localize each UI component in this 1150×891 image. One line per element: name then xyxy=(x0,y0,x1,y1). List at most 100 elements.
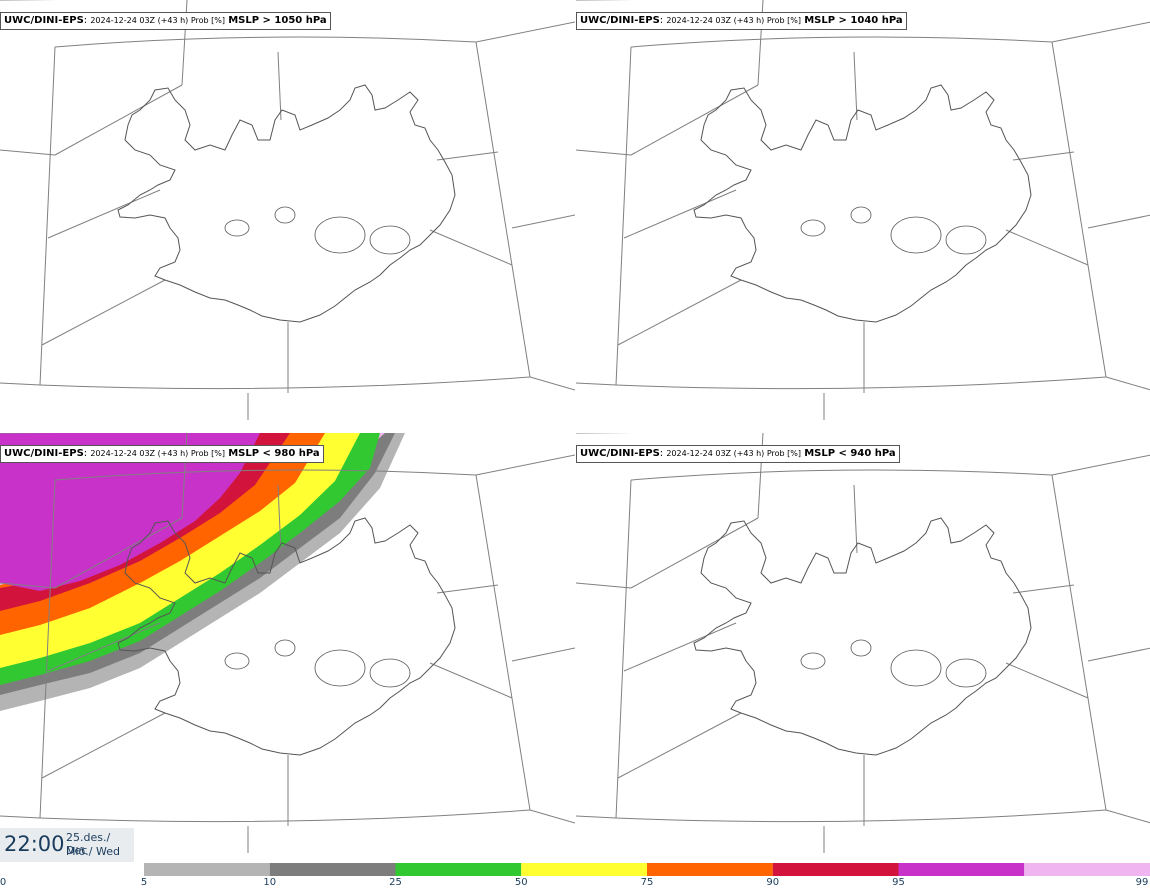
colorbar-tick-label: 90 xyxy=(766,877,780,888)
colorbar-tick-label: 95 xyxy=(892,877,905,888)
valid-weekday: Mið./ Wed xyxy=(66,845,120,858)
threshold-label: MSLP < 940 hPa xyxy=(804,448,896,459)
coastline xyxy=(117,84,456,323)
grid-line xyxy=(1005,662,1089,699)
grid-line xyxy=(617,279,742,346)
lat-lon-grid xyxy=(576,0,1150,420)
colorbar-segment xyxy=(395,863,522,876)
lakes-glaciers xyxy=(800,639,987,688)
grid-line xyxy=(623,622,737,672)
colorbar-tick-label: 5 xyxy=(140,877,148,888)
grid-line xyxy=(1105,376,1150,391)
valid-date: 25.des./ Dec xyxy=(66,831,111,857)
grid-line xyxy=(511,214,575,229)
grid-line xyxy=(630,517,759,589)
grid-line xyxy=(1105,809,1150,824)
grid-line xyxy=(615,46,632,386)
grid-line xyxy=(511,647,575,662)
grid-line xyxy=(429,229,513,266)
map-canvas xyxy=(576,433,1150,853)
colorbar-segment xyxy=(1024,863,1150,876)
grid-line xyxy=(1005,229,1089,266)
model-name: UWC/DINI-EPS xyxy=(580,15,660,26)
grid-line xyxy=(0,582,56,589)
grid-line xyxy=(54,517,183,589)
grid-line xyxy=(630,84,759,156)
glacier-outline xyxy=(369,225,411,255)
colorbar-tick-label: 0 xyxy=(0,877,7,888)
lakes-glaciers xyxy=(224,206,411,255)
grid-line xyxy=(54,469,477,481)
threshold-label: MSLP > 1040 hPa xyxy=(804,15,903,26)
colorbar-tick-label: 99 xyxy=(1135,877,1149,888)
valid-time-box: 22:00 25.des./ Dec Mið./ Wed xyxy=(0,828,134,862)
glacier-outline xyxy=(850,206,872,224)
colorbar-segment xyxy=(269,863,396,876)
grid-line xyxy=(1087,647,1150,662)
glacier-outline xyxy=(890,649,942,687)
grid-line xyxy=(475,41,531,378)
lat-lon-grid xyxy=(0,433,575,853)
grid-line xyxy=(1051,474,1107,811)
run-info: 2024-12-24 03Z (+43 h) Prob [%] xyxy=(90,16,226,25)
glacier-outline xyxy=(224,652,250,670)
grid-line xyxy=(576,149,632,156)
glacier-outline xyxy=(274,206,296,224)
grid-line xyxy=(436,584,499,594)
lakes-glaciers xyxy=(800,206,987,255)
colorbar-segment xyxy=(772,863,899,876)
grid-line xyxy=(615,479,632,819)
coastline xyxy=(117,517,456,756)
lat-lon-grid xyxy=(0,0,575,420)
probability-band xyxy=(0,433,260,591)
glacier-outline xyxy=(890,216,942,254)
grid-line xyxy=(576,382,617,386)
grid-line xyxy=(576,815,617,819)
grid-line xyxy=(1012,584,1075,594)
colorbar-segment xyxy=(144,863,270,876)
grid-line xyxy=(1051,21,1150,43)
grid-line xyxy=(41,279,166,346)
glacier-outline xyxy=(800,219,826,237)
grid-line xyxy=(39,46,56,386)
glacier-outline xyxy=(314,216,366,254)
grid-line xyxy=(529,376,575,391)
grid-line xyxy=(630,469,1053,481)
grid-line xyxy=(39,376,531,390)
run-info: 2024-12-24 03Z (+43 h) Prob [%] xyxy=(666,16,802,25)
probability-field xyxy=(0,433,405,711)
map-canvas xyxy=(0,0,575,420)
lakes-glaciers xyxy=(224,639,411,688)
panel-title: UWC/DINI-EPS: 2024-12-24 03Z (+43 h) Pro… xyxy=(576,12,907,30)
panel-title: UWC/DINI-EPS: 2024-12-24 03Z (+43 h) Pro… xyxy=(0,445,324,463)
map-canvas xyxy=(0,433,575,853)
colorbar-tick-label: 25 xyxy=(389,877,402,888)
model-name: UWC/DINI-EPS xyxy=(4,448,84,459)
grid-line xyxy=(277,51,282,121)
grid-line xyxy=(617,712,742,779)
colorbar-tick-label: 75 xyxy=(640,877,654,888)
glacier-outline xyxy=(224,219,250,237)
threshold-label: MSLP < 980 hPa xyxy=(228,448,320,459)
map-panel-2: UWC/DINI-EPS: 2024-12-24 03Z (+43 h) Pro… xyxy=(576,0,1150,430)
grid-line xyxy=(41,712,166,779)
glacier-outline xyxy=(945,225,987,255)
map-canvas xyxy=(576,0,1150,420)
glacier-outline xyxy=(945,658,987,688)
grid-line xyxy=(615,376,1107,390)
grid-line xyxy=(576,582,632,589)
coastline xyxy=(693,84,1032,323)
map-panel-4: UWC/DINI-EPS: 2024-12-24 03Z (+43 h) Pro… xyxy=(576,433,1150,863)
grid-line xyxy=(1087,214,1150,229)
colorbar-segment xyxy=(898,863,1025,876)
panel-title: UWC/DINI-EPS: 2024-12-24 03Z (+43 h) Pro… xyxy=(576,445,900,463)
grid-line xyxy=(630,36,1053,48)
grid-line xyxy=(0,382,41,386)
glacier-outline xyxy=(369,658,411,688)
panel-title: UWC/DINI-EPS: 2024-12-24 03Z (+43 h) Pro… xyxy=(0,12,331,30)
grid-line xyxy=(47,622,161,672)
glacier-outline xyxy=(800,652,826,670)
run-info: 2024-12-24 03Z (+43 h) Prob [%] xyxy=(90,449,226,458)
map-panel-3: UWC/DINI-EPS: 2024-12-24 03Z (+43 h) Pro… xyxy=(0,433,575,863)
grid-line xyxy=(39,479,56,819)
